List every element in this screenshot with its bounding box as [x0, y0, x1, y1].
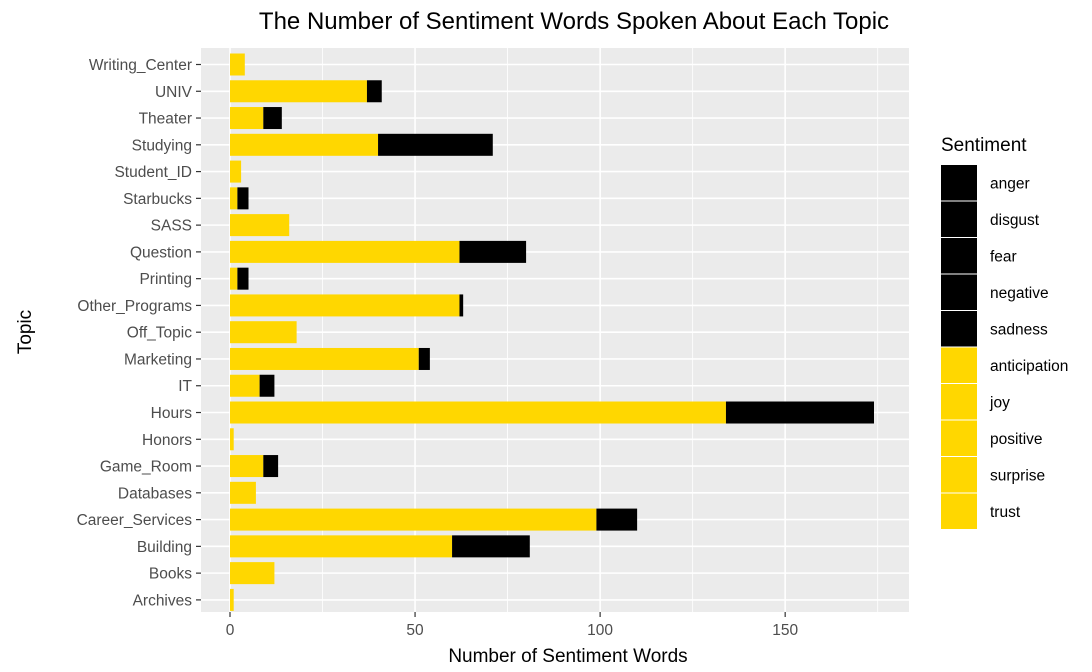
bar-univ-positive	[230, 80, 367, 103]
y-tick-label: Career_Services	[77, 512, 193, 529]
bar-other-programs-negative	[459, 294, 464, 317]
y-tick-label: Off_Topic	[127, 325, 192, 342]
bar-starbucks-negative	[237, 187, 249, 210]
y-tick-label: Other_Programs	[77, 298, 192, 315]
legend-label-fear: fear	[990, 248, 1017, 265]
x-tick-label: 0	[226, 622, 235, 639]
y-tick-label: Honors	[142, 432, 192, 449]
y-tick-label: SASS	[151, 218, 192, 235]
legend-key-positive	[941, 420, 977, 456]
x-tick-label: 50	[406, 622, 424, 639]
bar-studying-negative	[378, 133, 493, 156]
bar-books-positive	[230, 562, 275, 585]
legend-key-fear	[941, 238, 977, 274]
bar-other-programs-positive	[230, 294, 460, 317]
y-axis-title: Topic	[15, 310, 36, 354]
y-tick-label: Archives	[133, 592, 193, 609]
y-tick-label: Hours	[151, 405, 193, 422]
y-tick-label: Writing_Center	[89, 57, 192, 74]
bar-univ-negative	[366, 80, 382, 103]
legend-label-surprise: surprise	[990, 467, 1045, 484]
axes: Writing_Center UNIV Theater Studying Student…	[77, 57, 799, 639]
bar-theater-negative	[263, 107, 282, 130]
legend-label-negative: negative	[990, 285, 1049, 302]
bar-building-negative	[452, 535, 530, 558]
bar-hours-negative	[725, 401, 874, 424]
y-tick-label: Starbucks	[123, 191, 192, 208]
bar-honors-positive	[230, 428, 234, 451]
y-tick-label: Game_Room	[100, 459, 192, 476]
legend-key-joy	[941, 384, 977, 420]
bar-printing-negative	[237, 267, 249, 290]
legend-title: Sentiment	[941, 135, 1027, 156]
legend-label-disgust: disgust	[990, 212, 1040, 229]
bar-hours-positive	[230, 401, 726, 424]
x-axis-title: Number of Sentiment Words	[448, 646, 687, 667]
bar-career-services-negative	[596, 508, 638, 531]
bar-game-room-negative	[263, 455, 279, 478]
legend-key-surprise	[941, 457, 977, 493]
y-tick-label: Building	[137, 539, 192, 556]
legend-label-anticipation: anticipation	[990, 358, 1068, 375]
bar-it-positive	[230, 374, 260, 397]
legend-key-anticipation	[941, 347, 977, 383]
legend-key-disgust	[941, 201, 977, 237]
chart-title: The Number of Sentiment Words Spoken Abo…	[259, 8, 889, 35]
legend-key-anger	[941, 165, 977, 201]
y-tick-label: Theater	[139, 111, 192, 128]
legend-key-trust	[941, 493, 977, 529]
legend-label-joy: joy	[989, 394, 1010, 411]
y-tick-label: Books	[149, 566, 192, 583]
bar-question-negative	[459, 240, 527, 263]
legend-label-positive: positive	[990, 431, 1043, 448]
bar-starbucks-positive	[230, 187, 238, 210]
bar-question-positive	[230, 240, 460, 263]
y-tick-label: IT	[178, 378, 192, 395]
legend-key-negative	[941, 274, 977, 310]
bar-theater-positive	[230, 107, 264, 130]
bar-student-id-positive	[230, 160, 242, 183]
bars	[230, 53, 874, 611]
bar-sass-positive	[230, 214, 290, 237]
bar-it-negative	[259, 374, 275, 397]
y-tick-label: Student_ID	[114, 164, 192, 181]
legend-label-trust: trust	[990, 504, 1021, 521]
bar-marketing-negative	[418, 347, 430, 370]
bar-writing-center-positive	[230, 53, 245, 76]
legend-key-sadness	[941, 311, 977, 347]
bar-building-positive	[230, 535, 453, 558]
y-tick-label: Marketing	[124, 351, 192, 368]
bar-game-room-positive	[230, 455, 264, 478]
bar-printing-positive	[230, 267, 238, 290]
y-tick-label: Databases	[118, 485, 192, 502]
y-tick-label: UNIV	[155, 84, 193, 101]
legend-label-sadness: sadness	[990, 321, 1048, 338]
legend: Sentiment anger disgust fear negative sadnes…	[941, 135, 1068, 529]
bar-archives-positive	[230, 588, 234, 611]
bar-databases-positive	[230, 481, 256, 504]
bar-studying-positive	[230, 133, 379, 156]
bar-marketing-positive	[230, 347, 419, 370]
y-tick-label: Printing	[139, 271, 192, 288]
x-tick-label: 100	[587, 622, 613, 639]
bar-off-topic-positive	[230, 321, 297, 344]
legend-label-anger: anger	[990, 175, 1030, 192]
x-tick-label: 150	[772, 622, 798, 639]
y-tick-label: Question	[130, 244, 192, 261]
bar-career-services-positive	[230, 508, 597, 531]
y-tick-label: Studying	[132, 137, 192, 154]
